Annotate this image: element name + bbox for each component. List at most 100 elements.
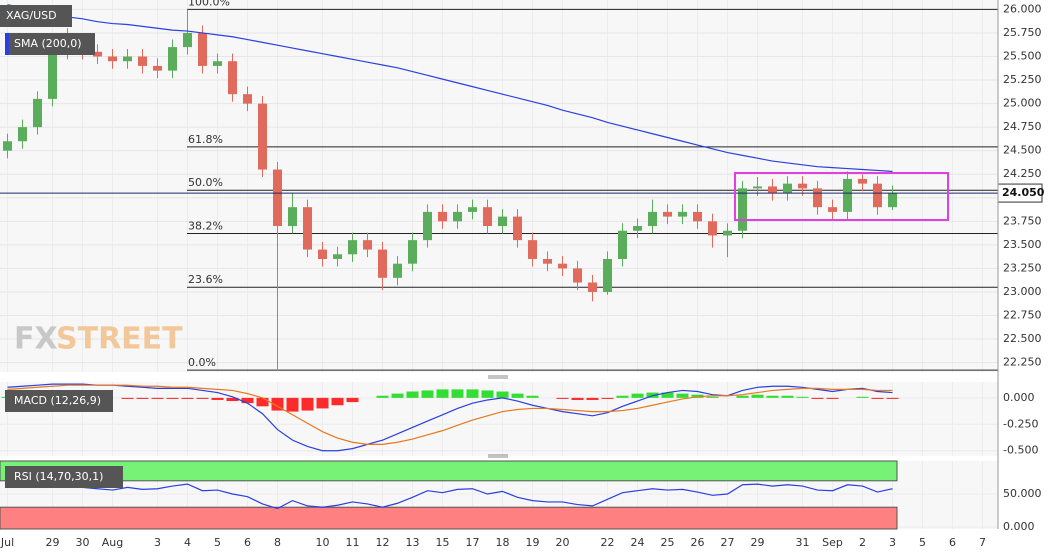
symbol-box[interactable] <box>0 5 72 27</box>
histogram-bar <box>256 397 269 407</box>
histogram-bar <box>406 391 419 398</box>
histogram-bar <box>511 393 524 398</box>
x-tick-label: 5 <box>919 536 926 549</box>
candle-body <box>648 211 657 227</box>
x-tick-label: 31 <box>796 536 810 549</box>
candle-body <box>828 207 837 212</box>
histogram-bar <box>886 397 899 399</box>
candle-body <box>498 216 507 227</box>
histogram-bar <box>781 395 794 398</box>
x-tick-label: 7 <box>979 536 986 549</box>
logo: FX <box>14 322 58 357</box>
candle-body <box>843 178 852 212</box>
fib-label: 0.0% <box>188 356 216 369</box>
indicator-box[interactable] <box>5 466 123 488</box>
candle-body <box>753 186 762 189</box>
histogram-bar <box>136 397 149 399</box>
candle-body <box>243 94 252 104</box>
candle-body <box>708 221 717 236</box>
x-tick-label: 19 <box>526 536 540 549</box>
histogram-bar <box>556 397 569 399</box>
candle-body <box>858 178 867 184</box>
x-tick-label: Sep <box>822 536 843 549</box>
histogram-bar <box>151 397 164 399</box>
y-tick-label: 24.500 <box>1003 144 1042 157</box>
histogram-bar <box>736 395 749 398</box>
x-tick-label: 17 <box>466 536 480 549</box>
histogram-bar <box>706 396 719 398</box>
histogram-bar <box>226 397 239 402</box>
x-tick-label: 29 <box>46 536 60 549</box>
histogram-bar <box>751 394 764 398</box>
histogram-bar <box>766 395 779 398</box>
candle-body <box>513 216 522 241</box>
price-panel <box>0 0 998 372</box>
histogram-bar <box>871 397 884 399</box>
y-tick-label: 23.250 <box>1003 261 1042 274</box>
candle-body <box>468 207 477 212</box>
candle-body <box>213 61 222 66</box>
y-tick-label: 25.500 <box>1003 50 1042 63</box>
y-tick-label: 25.000 <box>1003 97 1042 110</box>
symbol-label: XAG/USD <box>6 9 57 22</box>
x-tick-label: 20 <box>556 536 570 549</box>
y-tick-label: 22.500 <box>1003 332 1042 345</box>
candle-body <box>693 211 702 222</box>
candle-body <box>723 230 732 236</box>
x-tick-label: 11 <box>346 536 360 549</box>
histogram-bar <box>121 397 134 399</box>
y-tick-label: 24.750 <box>1003 120 1042 133</box>
candle-body <box>783 183 792 194</box>
oversold-band <box>0 506 898 530</box>
candle-body <box>678 211 687 217</box>
line-series <box>7 383 893 452</box>
y-tick-label: -0.500 <box>1003 444 1038 457</box>
marks: Jul 29 30 Aug 3 4 5 6 8 10 11 12 13 15 17 18 19 20 22 24 25 2… <box>0 0 1045 549</box>
x-tick-label: 26 <box>691 536 705 549</box>
x-tick-label: 3 <box>154 536 161 549</box>
histogram-bar <box>316 397 329 409</box>
overbought-band <box>0 460 898 482</box>
line-series <box>7 481 893 510</box>
histogram-bar <box>796 396 809 398</box>
candle-body <box>378 249 387 278</box>
candle-body <box>228 61 237 95</box>
fib-label: 61.8% <box>188 133 223 146</box>
panel-handle[interactable] <box>488 454 508 458</box>
candle-body <box>738 188 747 231</box>
x-tick-label: 8 <box>274 536 281 549</box>
y-tick-label: 50.000 <box>1003 487 1042 500</box>
x-tick-label: 13 <box>406 536 420 549</box>
x-tick-label: 27 <box>721 536 735 549</box>
candle-body <box>198 32 207 66</box>
candle-body <box>768 186 777 194</box>
legend-box[interactable] <box>5 33 95 55</box>
candle-body <box>363 240 372 250</box>
candle-body <box>333 254 342 259</box>
y-tick-label: 23.000 <box>1003 285 1042 298</box>
y-tick-label: 25.250 <box>1003 73 1042 86</box>
panel-handle[interactable] <box>488 375 508 379</box>
candle-body <box>348 240 357 255</box>
histogram-bar <box>391 393 404 398</box>
indicator-box[interactable] <box>5 390 113 412</box>
histogram-bar <box>241 397 254 404</box>
candle-body <box>18 127 27 142</box>
histogram-bar <box>301 397 314 411</box>
y-tick-label: 0.000 <box>1003 391 1035 404</box>
histogram-bar <box>571 397 584 400</box>
candle-body <box>318 249 327 259</box>
histogram-bar <box>811 397 824 399</box>
x-tick-label: 12 <box>376 536 390 549</box>
x-tick-label: 30 <box>76 536 90 549</box>
histogram-bar <box>286 397 299 412</box>
highlight-box <box>734 172 949 221</box>
indicator-label: MACD (12,26,9) <box>14 394 101 407</box>
candle-body <box>153 65 162 71</box>
x-tick-label: Aug <box>102 536 123 549</box>
y-tick-label: 23.750 <box>1003 214 1042 227</box>
y-tick-label: 25.750 <box>1003 26 1042 39</box>
candle-body <box>423 211 432 241</box>
x-tick-label: 3 <box>889 536 896 549</box>
x-tick-label: 24 <box>631 536 645 549</box>
